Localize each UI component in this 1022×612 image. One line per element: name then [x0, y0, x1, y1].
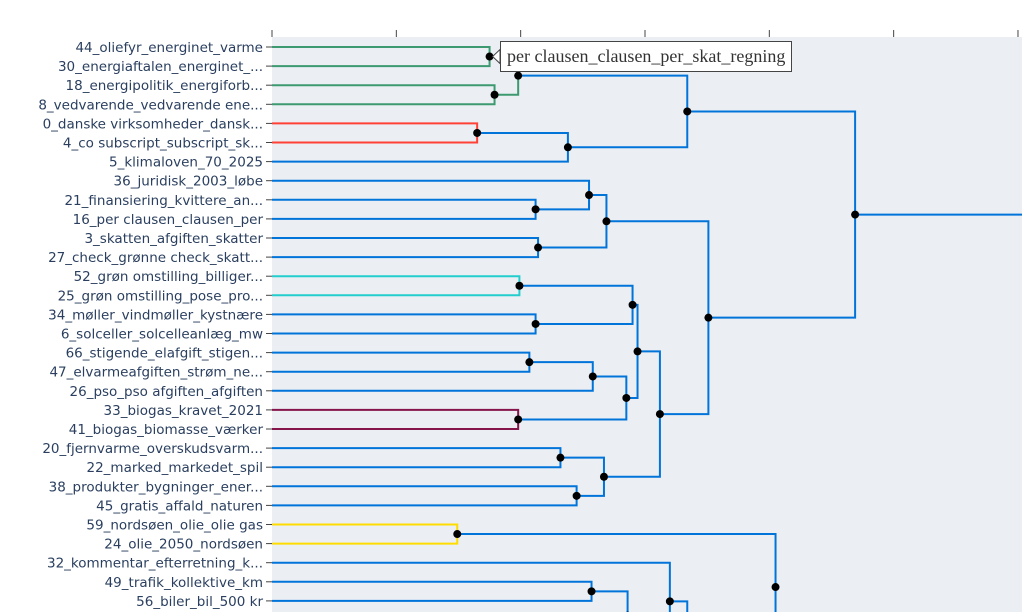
leaf-label: 38_produkter_bygninger_ener...: [49, 479, 263, 495]
dendrogram-link: [591, 590, 629, 612]
leaf-label: 32_kommentar_efterretning_k...: [47, 556, 263, 572]
node-marker: [556, 453, 565, 462]
node-marker: [585, 191, 594, 200]
leaf-label: 25_grøn omstilling_pose_pro...: [58, 288, 263, 304]
dendrogram-link: [457, 533, 777, 612]
plot-background: [272, 37, 1022, 612]
leaf-label: 56_biler_bil_500 kr: [136, 594, 263, 610]
node-marker: [473, 128, 482, 137]
leaf-label: 22_marked_markedet_spil: [86, 460, 263, 476]
node-marker: [485, 52, 494, 61]
node-marker: [531, 205, 540, 214]
node-marker: [572, 491, 581, 500]
node-marker: [683, 107, 692, 116]
dendrogram-link: [669, 600, 689, 612]
node-marker: [599, 472, 608, 481]
dendrogram-link: [272, 561, 671, 612]
leaf-label: 5_klimaloven_70_2025: [109, 155, 263, 171]
leaf-label: 59_nordsøen_olie_olie gas: [86, 518, 263, 534]
node-marker: [563, 143, 572, 152]
node-marker: [515, 281, 524, 290]
node-marker: [490, 90, 499, 99]
leaf-label: 30_energiaftalen_energinet_...: [58, 59, 263, 75]
node-marker: [453, 530, 462, 539]
node-marker: [633, 347, 642, 356]
node-marker: [514, 71, 523, 80]
leaf-label: 52_grøn omstilling_billiger...: [74, 269, 263, 285]
leaf-label: 24_olie_2050_nordsøen: [104, 537, 263, 553]
leaf-label: 41_biogas_biomasse_værker: [69, 422, 264, 438]
node-marker: [665, 597, 674, 606]
node-marker: [771, 583, 780, 592]
leaf-label: 3_skatten_afgiften_skatter: [84, 231, 263, 247]
leaf-label: 21_finansiering_kvittere_an...: [64, 193, 263, 209]
leaf-label: 33_biogas_kravet_2021: [104, 403, 263, 419]
dendrogram-link: [855, 213, 1022, 216]
leaf-label: 16_per clausen_clausen_per: [73, 212, 264, 228]
node-marker: [514, 415, 523, 424]
leaf-label: 36_juridisk_2003_løbe: [114, 174, 263, 190]
node-marker: [531, 319, 540, 328]
leaf-label: 66_stigende_elafgift_stigen...: [66, 346, 263, 362]
node-marker: [588, 372, 597, 381]
leaf-label: 4_co subscript_subscript_sk...: [63, 136, 263, 152]
node-marker: [622, 393, 631, 402]
leaf-label: 27_check_grønne check_skatt...: [48, 250, 263, 266]
leaf-label: 47_elvarmeafgiften_strøm_ne...: [49, 365, 263, 381]
node-marker: [628, 300, 637, 309]
leaf-label: 49_trafik_kollektive_km: [105, 575, 263, 591]
leaf-label: 26_pso_pso afgiften_afgiften: [70, 384, 263, 400]
leaf-label: 0_danske virksomheder_dansk...: [43, 116, 263, 132]
node-marker: [704, 313, 713, 322]
node-marker: [655, 410, 664, 419]
node-marker: [851, 210, 860, 219]
node-marker: [525, 358, 534, 367]
leaf-label: 20_fjernvarme_overskudsvarm...: [42, 441, 263, 457]
node-marker: [534, 243, 543, 252]
leaf-label: 18_energipolitik_energiforb...: [66, 78, 263, 94]
leaf-label: 34_møller_vindmøller_kystnære: [48, 307, 263, 323]
leaf-label: 6_solceller_solcelleanlæg_mw: [61, 327, 263, 343]
node-marker: [587, 587, 596, 596]
leaf-label: 8_vedvarende_vedvarende ene...: [38, 97, 263, 113]
hover-tooltip: per clausen_clausen_per_skat_regning: [500, 41, 793, 72]
node-marker: [602, 217, 611, 226]
leaf-label: 45_gratis_affald_naturen: [96, 498, 263, 514]
leaf-label: 44_oliefyr_energinet_varme: [75, 40, 263, 56]
